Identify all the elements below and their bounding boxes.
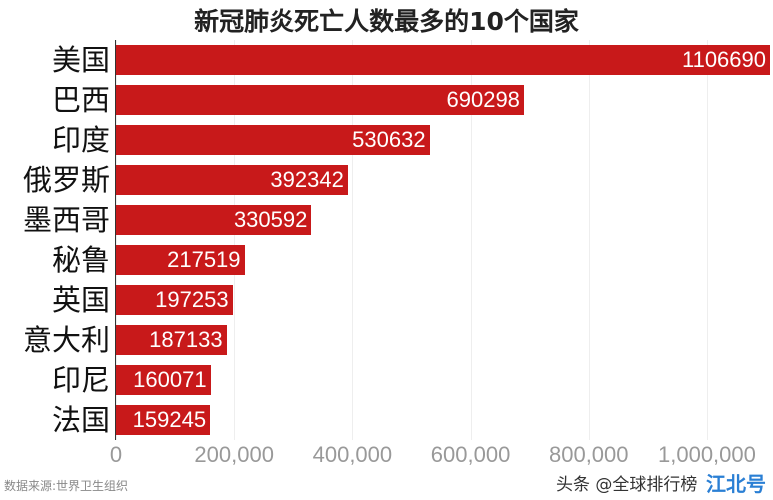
source-note: 数据来源:世界卫生组织: [4, 479, 129, 493]
gridline: [234, 40, 236, 440]
gridline: [352, 40, 354, 440]
bar: 392342: [116, 165, 348, 195]
category-label: 巴西: [51, 83, 110, 117]
bar: 187133: [116, 325, 227, 355]
gridline: [470, 40, 472, 440]
watermark-logo: 江北号: [706, 472, 766, 496]
data-label: 530632: [352, 127, 426, 152]
category-label: 印尼: [51, 363, 110, 397]
data-label: 197253: [155, 287, 229, 312]
credit-text: 头条 @全球排行榜: [556, 475, 698, 495]
x-tick-label: 1,000,000: [658, 442, 756, 467]
bar: 530632: [116, 125, 430, 155]
data-label: 187133: [149, 327, 223, 352]
bar: 159245: [116, 405, 211, 435]
bar: 197253: [116, 285, 233, 315]
category-label: 俄罗斯: [22, 163, 110, 197]
bar: 1106690: [116, 45, 770, 75]
data-label: 160071: [133, 367, 207, 392]
x-tick-label: 600,000: [430, 442, 511, 467]
gridline: [116, 40, 117, 440]
data-label: 159245: [132, 407, 207, 432]
bar: 330592: [116, 205, 312, 235]
bar: 160071: [116, 365, 211, 395]
bar: 217519: [116, 245, 245, 275]
category-label: 印度: [51, 123, 110, 157]
category-label: 英国: [51, 283, 110, 317]
x-tick-label: 200,000: [194, 442, 274, 467]
category-label: 法国: [51, 403, 110, 437]
gridline: [588, 40, 590, 440]
x-tick-label: 400,000: [312, 442, 393, 467]
category-label: 秘鲁: [51, 243, 110, 277]
bar: 690298: [116, 85, 524, 115]
y-axis-line: [115, 40, 116, 440]
x-tick-label: 800,000: [548, 442, 629, 467]
x-tick-label: 0: [109, 442, 123, 467]
category-label: 美国: [51, 43, 110, 77]
category-label: 意大利: [22, 323, 110, 357]
data-label: 1106690: [681, 47, 766, 72]
data-label: 330592: [233, 207, 308, 232]
chart-title: 新冠肺炎死亡人数最多的10个国家: [194, 7, 579, 36]
data-label: 217519: [167, 247, 241, 272]
gridline: [706, 40, 708, 440]
category-label: 墨西哥: [22, 203, 110, 237]
data-label: 392342: [270, 167, 344, 192]
data-label: 690298: [446, 87, 520, 112]
